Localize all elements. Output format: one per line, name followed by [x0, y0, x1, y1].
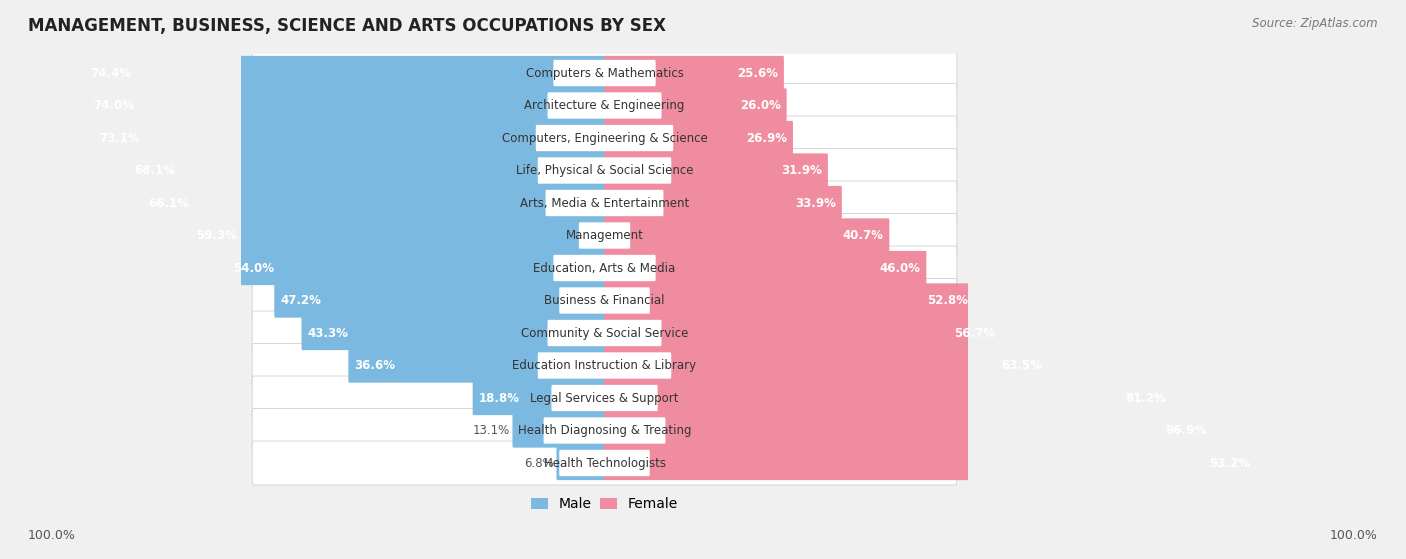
FancyBboxPatch shape	[252, 149, 957, 192]
Text: 56.7%: 56.7%	[953, 326, 995, 339]
Text: Computers, Engineering & Science: Computers, Engineering & Science	[502, 131, 707, 145]
FancyBboxPatch shape	[252, 409, 957, 452]
Text: 86.9%: 86.9%	[1164, 424, 1206, 437]
FancyBboxPatch shape	[252, 344, 957, 387]
FancyBboxPatch shape	[536, 125, 673, 151]
FancyBboxPatch shape	[605, 88, 787, 122]
FancyBboxPatch shape	[87, 88, 605, 122]
FancyBboxPatch shape	[605, 446, 1256, 480]
Text: 68.1%: 68.1%	[135, 164, 176, 177]
Text: 100.0%: 100.0%	[28, 529, 76, 542]
FancyBboxPatch shape	[274, 283, 605, 318]
Text: 40.7%: 40.7%	[842, 229, 883, 242]
FancyBboxPatch shape	[252, 376, 957, 420]
FancyBboxPatch shape	[93, 121, 605, 155]
FancyBboxPatch shape	[605, 251, 927, 285]
FancyBboxPatch shape	[84, 56, 605, 90]
FancyBboxPatch shape	[190, 219, 605, 253]
Text: 25.6%: 25.6%	[737, 67, 778, 79]
FancyBboxPatch shape	[547, 320, 661, 346]
FancyBboxPatch shape	[554, 60, 655, 86]
Text: 66.1%: 66.1%	[149, 197, 190, 210]
Text: Education, Arts & Media: Education, Arts & Media	[533, 262, 676, 274]
Text: 18.8%: 18.8%	[479, 391, 520, 405]
FancyBboxPatch shape	[605, 381, 1173, 415]
Text: 73.1%: 73.1%	[100, 131, 141, 145]
FancyBboxPatch shape	[252, 181, 957, 225]
FancyBboxPatch shape	[252, 83, 957, 127]
FancyBboxPatch shape	[560, 450, 650, 476]
FancyBboxPatch shape	[252, 441, 957, 485]
FancyBboxPatch shape	[557, 446, 605, 480]
FancyBboxPatch shape	[605, 186, 842, 220]
FancyBboxPatch shape	[551, 385, 658, 411]
FancyBboxPatch shape	[252, 51, 957, 95]
Text: Community & Social Service: Community & Social Service	[520, 326, 688, 339]
Text: 100.0%: 100.0%	[1330, 529, 1378, 542]
FancyBboxPatch shape	[605, 121, 793, 155]
Text: 81.2%: 81.2%	[1125, 391, 1166, 405]
FancyBboxPatch shape	[349, 348, 605, 382]
Text: 47.2%: 47.2%	[280, 294, 322, 307]
FancyBboxPatch shape	[226, 251, 605, 285]
Text: Arts, Media & Entertainment: Arts, Media & Entertainment	[520, 197, 689, 210]
FancyBboxPatch shape	[605, 316, 1001, 350]
FancyBboxPatch shape	[252, 116, 957, 160]
Text: 43.3%: 43.3%	[308, 326, 349, 339]
FancyBboxPatch shape	[605, 219, 890, 253]
Text: Business & Financial: Business & Financial	[544, 294, 665, 307]
Text: Life, Physical & Social Science: Life, Physical & Social Science	[516, 164, 693, 177]
Text: 26.0%: 26.0%	[740, 99, 780, 112]
FancyBboxPatch shape	[605, 153, 828, 188]
FancyBboxPatch shape	[142, 186, 605, 220]
Text: 93.2%: 93.2%	[1209, 457, 1250, 470]
FancyBboxPatch shape	[544, 418, 665, 444]
Text: Health Technologists: Health Technologists	[544, 457, 665, 470]
Text: Health Diagnosing & Treating: Health Diagnosing & Treating	[517, 424, 692, 437]
Text: Computers & Mathematics: Computers & Mathematics	[526, 67, 683, 79]
FancyBboxPatch shape	[547, 92, 661, 119]
FancyBboxPatch shape	[537, 352, 671, 378]
Text: 26.9%: 26.9%	[745, 131, 787, 145]
FancyBboxPatch shape	[252, 214, 957, 258]
FancyBboxPatch shape	[472, 381, 605, 415]
FancyBboxPatch shape	[128, 153, 605, 188]
Text: 59.3%: 59.3%	[195, 229, 238, 242]
FancyBboxPatch shape	[560, 287, 650, 314]
FancyBboxPatch shape	[301, 316, 605, 350]
Text: 36.6%: 36.6%	[354, 359, 395, 372]
FancyBboxPatch shape	[546, 190, 664, 216]
Text: 74.0%: 74.0%	[93, 99, 134, 112]
Text: 31.9%: 31.9%	[780, 164, 821, 177]
FancyBboxPatch shape	[512, 413, 605, 448]
Text: MANAGEMENT, BUSINESS, SCIENCE AND ARTS OCCUPATIONS BY SEX: MANAGEMENT, BUSINESS, SCIENCE AND ARTS O…	[28, 17, 666, 35]
Text: 63.5%: 63.5%	[1001, 359, 1042, 372]
FancyBboxPatch shape	[605, 283, 974, 318]
Text: Source: ZipAtlas.com: Source: ZipAtlas.com	[1253, 17, 1378, 30]
Text: Education Instruction & Library: Education Instruction & Library	[512, 359, 696, 372]
FancyBboxPatch shape	[605, 413, 1212, 448]
Text: 13.1%: 13.1%	[472, 424, 509, 437]
Text: Management: Management	[565, 229, 644, 242]
FancyBboxPatch shape	[579, 222, 630, 249]
FancyBboxPatch shape	[554, 255, 655, 281]
Text: Architecture & Engineering: Architecture & Engineering	[524, 99, 685, 112]
Text: 33.9%: 33.9%	[794, 197, 835, 210]
FancyBboxPatch shape	[605, 348, 1049, 382]
Legend: Male, Female: Male, Female	[526, 491, 683, 517]
FancyBboxPatch shape	[537, 157, 671, 184]
Text: 6.8%: 6.8%	[524, 457, 554, 470]
Text: 74.4%: 74.4%	[90, 67, 131, 79]
FancyBboxPatch shape	[605, 56, 785, 90]
FancyBboxPatch shape	[252, 246, 957, 290]
Text: 46.0%: 46.0%	[879, 262, 920, 274]
Text: 52.8%: 52.8%	[927, 294, 967, 307]
FancyBboxPatch shape	[252, 311, 957, 355]
FancyBboxPatch shape	[252, 278, 957, 323]
Text: 54.0%: 54.0%	[233, 262, 274, 274]
Text: Legal Services & Support: Legal Services & Support	[530, 391, 679, 405]
